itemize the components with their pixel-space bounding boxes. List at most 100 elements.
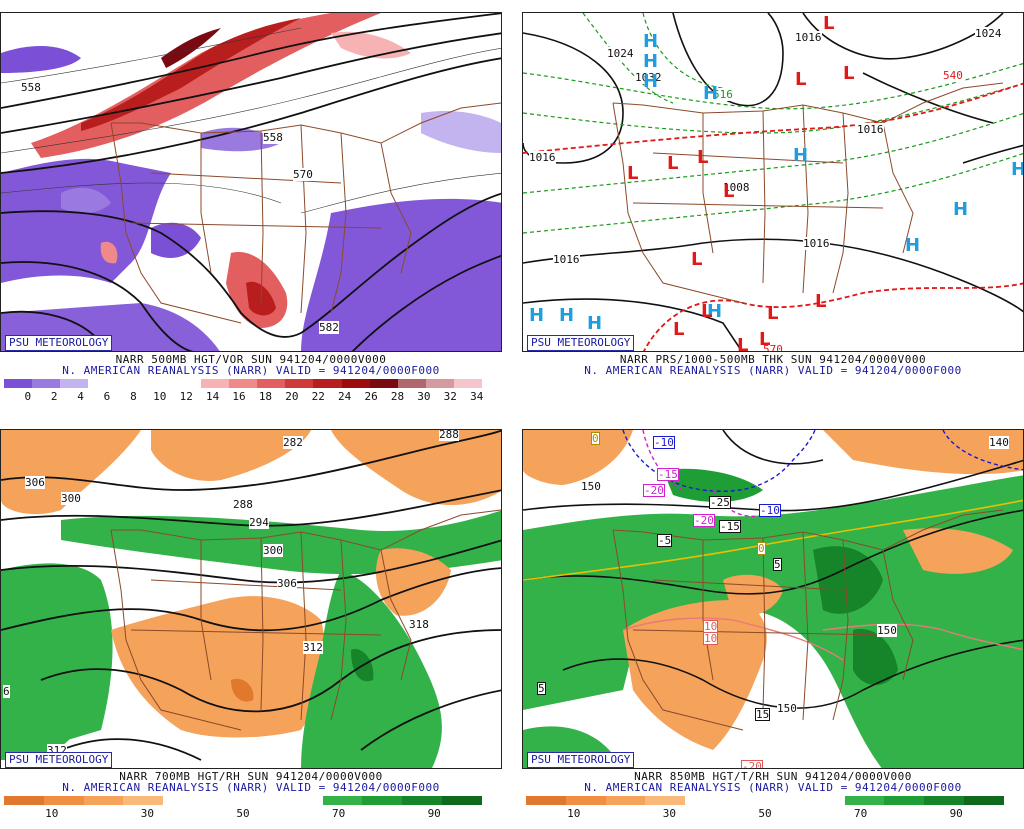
colorbar [526,796,1004,805]
contour-label: 300 [61,492,81,505]
contour-label: -10 [653,436,675,449]
contour-label: 282 [283,436,303,449]
contour-label: 1016 [529,151,556,164]
colorbar-swatch [369,379,398,388]
contour-label: -20 [693,514,715,527]
psu-meteorology-badge: PSU METEOROLOGY [5,752,113,768]
colorbar-swatch [116,379,145,388]
low-pressure-marker: L [697,147,709,168]
colorbar-swatch [322,796,363,805]
panel-700mb-rh: 282 288 306 300 288 294 300 306 318 312 … [0,429,502,829]
colorbar-tick-label: 22 [311,390,325,403]
map-title: NARR 850MB HGT/T/RH SUN 941204/0000V000 [634,770,912,783]
colorbar-swatch [4,796,44,805]
contour-label: 558 [263,131,283,144]
colorbar-swatch [526,796,566,805]
colorbar-swatch [282,796,323,805]
colorbar-swatch [43,796,84,805]
colorbar-tick-label: 10 [45,807,59,820]
high-pressure-marker: H [643,31,659,52]
panel-500mb-vorticity: 558 558 570 582 PSU METEOROLOGY NARR 500… [0,12,502,412]
colorbar-swatch [203,796,243,805]
colorbar-swatch [924,796,965,805]
map-500mb-vorticity: 558 558 570 582 PSU METEOROLOGY [0,12,502,352]
map-title: NARR PRS/1000-500MB THK SUN 941204/0000V… [619,353,927,366]
colorbar-ticks: 10 30 50 70 90 [526,807,1004,821]
colorbar-tick-label: 4 [77,390,84,403]
map-valid-time: N. AMERICAN REANALYSIS (NARR) VALID = 94… [584,364,962,377]
high-pressure-marker: H [587,313,603,334]
contour-label: -25 [709,496,731,509]
psu-meteorology-badge: PSU METEOROLOGY [5,335,113,351]
contour-label: -10 [759,504,781,517]
low-pressure-marker: L [737,335,749,352]
low-pressure-marker: L [843,63,855,84]
colorbar-swatch [442,796,482,805]
colorbar [4,796,482,805]
contour-label: 1016 [857,123,884,136]
contour-label: 1016 [803,237,830,250]
colorbar-swatch [804,796,845,805]
contour-label: 5 [773,558,782,571]
colorbar-tick-label: 0 [24,390,32,403]
colorbar-swatch [725,796,765,805]
high-pressure-marker: H [707,301,723,322]
contour-label: 1024 [607,47,634,60]
contour-label: 150 [877,624,897,637]
low-pressure-marker: L [673,319,685,340]
contour-label: 288 [439,429,459,441]
contour-label: 306 [277,577,297,590]
high-pressure-marker: H [1011,159,1023,180]
colorbar-tick-label: 50 [758,807,772,820]
psu-meteorology-badge: PSU METEOROLOGY [527,752,635,768]
colorbar-swatch [144,379,173,388]
colorbar-tick-label: 10 [567,807,581,820]
colorbar-swatch [172,379,201,388]
contour-label: 318 [409,618,429,631]
low-pressure-marker: L [815,291,827,312]
psu-meteorology-badge: PSU METEOROLOGY [527,335,635,351]
contour-label: 15 [755,708,771,721]
colorbar-swatch [425,379,454,388]
contour-label: 294 [249,516,269,529]
colorbar-swatch [397,379,426,388]
colorbar-swatch [964,796,1004,805]
colorbar-swatch [285,379,314,388]
contour-label: 1024 [975,27,1002,40]
colorbar-swatch [123,796,164,805]
colorbar-tick-label: 2 [50,390,58,403]
colorbar-tick-label: 16 [232,390,246,403]
map-valid-time: N. AMERICAN REANALYSIS (NARR) VALID = 94… [62,364,440,377]
contour-label: 300 [263,544,283,557]
contour-label: 582 [319,321,339,334]
colorbar-tick-label: 28 [390,390,405,403]
colorbar-swatch [229,379,258,388]
low-pressure-marker: L [823,13,835,34]
contour-label: 540 [943,69,963,82]
high-pressure-marker: H [643,71,659,92]
colorbar-swatch [685,796,726,805]
colorbar-tick-label: 50 [236,807,250,820]
contour-label: 1016 [795,31,822,44]
contour-label: 0 [757,542,766,555]
map-pressure-thickness: 1016 1016 1016 1016 1024 1032 1024 1008 … [522,12,1024,352]
contour-label: -5 [657,534,673,547]
low-pressure-marker: L [691,249,703,270]
colorbar-tick-label: 30 [662,807,677,820]
contour-label: -20 [741,760,763,768]
colorbar-swatch [242,796,283,805]
low-pressure-marker: L [667,153,679,174]
colorbar-tick-label: 90 [949,807,963,820]
colorbar-tick-label: 6 [103,390,111,403]
map-700mb-rh: 282 288 306 300 288 294 300 306 318 312 … [0,429,502,769]
colorbar-swatch [844,796,885,805]
colorbar-tick-label: 30 [140,807,155,820]
colorbar-tick-label: 12 [179,390,193,403]
high-pressure-marker: H [953,199,969,220]
colorbar-tick-label: 18 [258,390,273,403]
contour-label: 140 [989,436,1009,449]
contour-label: 0 [591,432,600,445]
low-pressure-marker: L [795,69,807,90]
colorbar-tick-label: 10 [153,390,167,403]
low-pressure-marker: L [627,163,639,184]
